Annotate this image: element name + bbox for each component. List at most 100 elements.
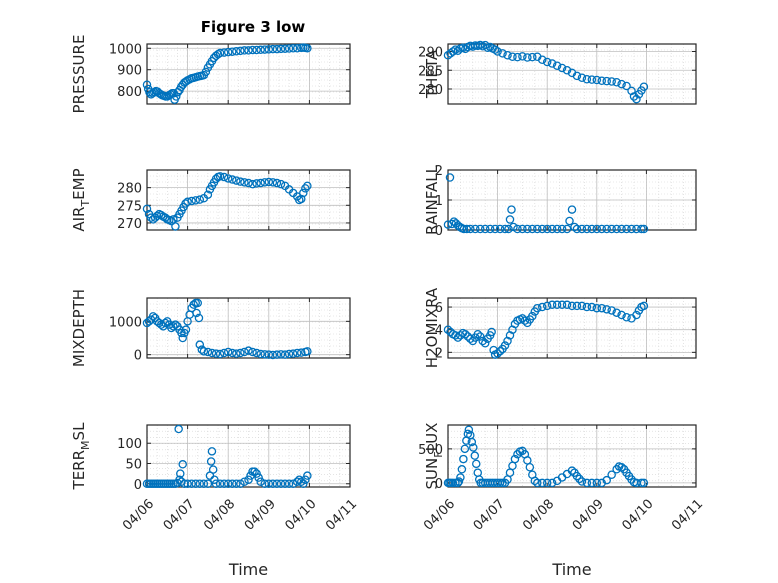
data-point xyxy=(223,174,233,183)
data-point xyxy=(467,437,477,447)
data-point xyxy=(272,479,282,489)
data-point xyxy=(547,59,557,68)
data-point xyxy=(284,349,294,359)
data-point xyxy=(268,479,278,489)
data-point xyxy=(272,44,282,54)
data-point xyxy=(211,479,221,489)
data-point xyxy=(152,211,162,221)
data-point xyxy=(244,46,253,55)
data-point xyxy=(194,313,204,323)
data-point xyxy=(510,454,520,464)
data-point xyxy=(219,348,229,358)
data-point xyxy=(617,310,626,320)
series-markers xyxy=(142,43,312,104)
data-point xyxy=(240,46,249,55)
data-point xyxy=(487,327,496,337)
y-axis-label-main: AIR xyxy=(70,207,88,232)
data-point xyxy=(250,467,259,476)
y-tick-label: 100 xyxy=(117,437,142,452)
data-point xyxy=(498,49,507,58)
data-point xyxy=(297,477,306,486)
data-point xyxy=(493,47,502,56)
data-point xyxy=(500,341,510,350)
y-tick-label: 1 xyxy=(435,194,443,209)
data-point xyxy=(597,76,607,86)
data-point xyxy=(256,178,265,188)
data-point xyxy=(639,224,649,234)
data-point xyxy=(493,349,502,358)
data-point xyxy=(475,332,485,341)
data-point xyxy=(260,45,269,54)
data-point xyxy=(577,73,587,83)
data-point xyxy=(513,52,522,62)
y-tick-label: 280 xyxy=(117,182,142,197)
y-axis-label-main: MIXDEPTH xyxy=(70,289,88,367)
y-axis-label-rest: SL xyxy=(70,422,88,441)
data-point xyxy=(240,178,249,187)
data-point xyxy=(460,444,470,454)
y-tick-label: 2 xyxy=(435,164,443,179)
data-point xyxy=(268,44,278,54)
y-tick-label: 2 xyxy=(435,346,443,361)
data-point xyxy=(232,349,241,358)
data-point xyxy=(207,348,217,358)
data-point xyxy=(552,224,562,234)
data-point xyxy=(223,347,233,357)
data-point xyxy=(530,476,540,486)
data-point xyxy=(256,349,265,359)
data-point xyxy=(167,216,176,226)
y-tick-label: 290 xyxy=(418,46,443,61)
data-point xyxy=(256,45,265,55)
data-point xyxy=(208,465,218,474)
data-point xyxy=(552,61,562,71)
data-point xyxy=(572,71,582,81)
data-point xyxy=(252,179,261,188)
data-point xyxy=(612,78,621,87)
data-point xyxy=(252,469,261,478)
data-point xyxy=(276,44,286,54)
axes-frame xyxy=(447,43,697,105)
y-axis-label-main: RAINFALL xyxy=(423,164,441,235)
data-point xyxy=(639,478,649,488)
data-point xyxy=(562,300,572,310)
data-point xyxy=(567,466,577,475)
panel-3: 270 275 280 AIRTEMP xyxy=(70,168,351,232)
data-point xyxy=(503,51,512,60)
data-point xyxy=(480,339,490,348)
data-point xyxy=(552,300,562,310)
data-point xyxy=(471,224,480,234)
data-point xyxy=(146,213,156,222)
data-point xyxy=(459,224,469,234)
data-point xyxy=(607,306,616,315)
data-point xyxy=(264,350,274,359)
axes-frame xyxy=(146,169,351,231)
data-point xyxy=(232,479,241,489)
data-point xyxy=(567,301,577,311)
y-tick-label: 800 xyxy=(117,85,142,100)
data-point xyxy=(547,300,557,310)
data-point xyxy=(215,479,225,489)
data-point xyxy=(211,349,221,358)
data-point xyxy=(480,40,490,50)
data-point xyxy=(528,52,537,62)
data-point xyxy=(264,177,274,187)
y-tick-label: 285 xyxy=(418,64,443,79)
data-point xyxy=(607,470,616,479)
data-point xyxy=(505,215,515,224)
data-point xyxy=(232,47,241,56)
data-point xyxy=(236,46,245,56)
data-point xyxy=(622,312,631,322)
data-point xyxy=(264,479,274,489)
data-point xyxy=(570,222,579,232)
data-point xyxy=(537,224,547,234)
y-axis-label-subscript: M xyxy=(79,440,92,450)
data-point xyxy=(575,474,584,484)
data-point xyxy=(592,224,602,234)
data-point xyxy=(191,479,200,489)
data-point xyxy=(495,478,505,488)
data-point xyxy=(142,204,152,214)
data-point xyxy=(567,205,577,214)
y-axis-label-subscript: T xyxy=(79,200,92,208)
data-point xyxy=(639,82,649,92)
data-point xyxy=(542,57,552,67)
